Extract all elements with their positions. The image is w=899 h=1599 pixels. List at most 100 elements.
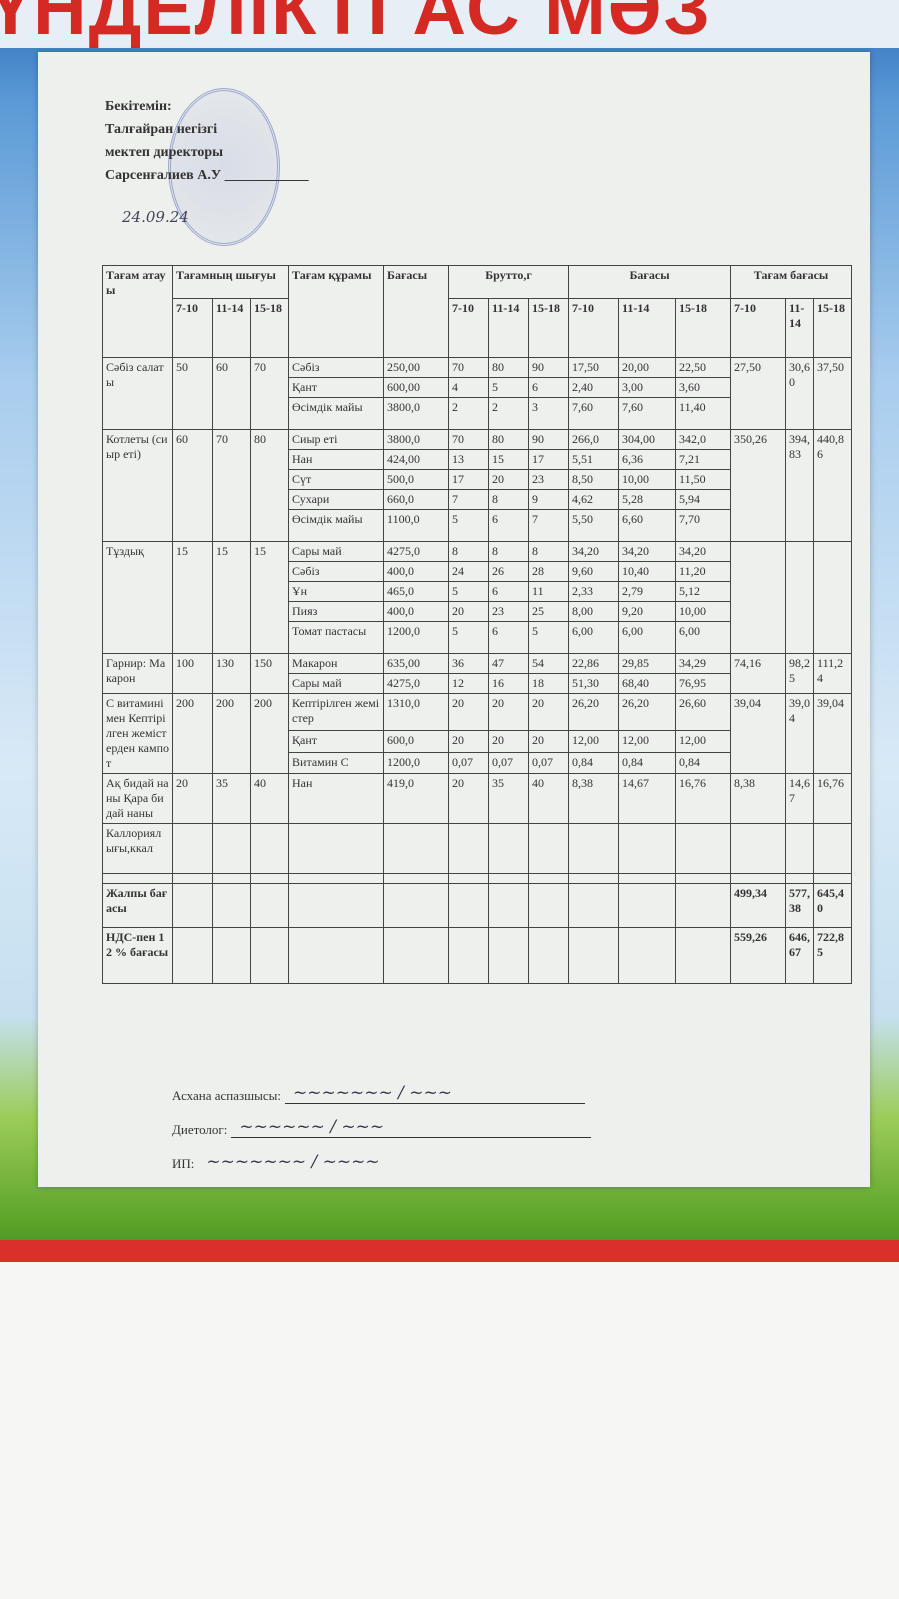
ingredient-cost: 14,67 xyxy=(618,773,677,824)
ingredient-brutto: 20 xyxy=(488,469,530,490)
ingredient-brutto: 80 xyxy=(488,357,530,378)
empty-cell xyxy=(618,927,677,984)
ingredient-price: 4275,0 xyxy=(383,673,450,694)
dish-output: 20 xyxy=(172,773,213,824)
ingredient-price: 600,00 xyxy=(383,377,450,398)
ingredient-brutto: 3 xyxy=(528,397,570,430)
ingredient-brutto: 54 xyxy=(528,653,570,674)
ingredient-brutto: 20 xyxy=(448,773,490,824)
ingredient-cost: 12,00 xyxy=(618,730,677,753)
dish-output: 35 xyxy=(212,773,251,824)
ingredient-price: 660,0 xyxy=(383,489,450,510)
ingredient-cost: 26,60 xyxy=(675,692,732,732)
ingredient-cost: 2,79 xyxy=(618,581,677,602)
ingredient-name: Кептірілген жемістер xyxy=(288,692,385,732)
ingredient-brutto: 90 xyxy=(528,357,570,378)
ingredient-brutto: 17 xyxy=(528,449,570,470)
dish-total xyxy=(730,541,787,654)
table-row: Сәбіз 400,0 24 26 28 9,60 10,40 11,20 xyxy=(103,561,852,582)
ingredient-brutto: 20 xyxy=(448,601,490,622)
age-header-brutto: 15-18 xyxy=(528,298,570,358)
ingredient-cost: 16,76 xyxy=(675,773,732,824)
ingredient-cost: 7,60 xyxy=(568,397,620,430)
ingredient-brutto: 24 xyxy=(448,561,490,582)
banner-title: ҮНДЕЛІКТІ АС МӘЗ xyxy=(0,0,712,48)
dish-total xyxy=(813,541,853,654)
ingredient-cost: 4,62 xyxy=(568,489,620,510)
dish-output: 60 xyxy=(172,429,213,542)
dish-output: 15 xyxy=(212,541,251,654)
dish-output: 15 xyxy=(172,541,213,654)
dish-total: 440,86 xyxy=(813,429,853,542)
ingredient-cost: 10,00 xyxy=(618,469,677,490)
ingredient-price: 600,0 xyxy=(383,730,450,753)
ingredient-brutto: 20 xyxy=(488,730,530,753)
dish-name: С витаминімен Кептірілген жемістерден ка… xyxy=(102,693,173,774)
empty-cell xyxy=(383,873,450,884)
ingredient-cost: 7,60 xyxy=(618,397,677,430)
blank-row-label xyxy=(102,873,173,884)
ingredient-price: 250,00 xyxy=(383,357,450,378)
dish-total: 39,04 xyxy=(730,693,787,774)
ingredient-cost: 26,20 xyxy=(618,692,677,732)
age-header-output: 11-14 xyxy=(212,298,251,358)
grand-total-row-value: 645,40 xyxy=(813,883,853,928)
ingredient-brutto: 0,07 xyxy=(448,751,490,775)
age-header-output: 15-18 xyxy=(249,298,290,358)
dish-total: 8,38 xyxy=(730,773,787,824)
ingredient-cost: 0,84 xyxy=(568,751,620,775)
ingredient-brutto: 6 xyxy=(528,377,570,398)
ingredient-brutto: 17 xyxy=(448,469,490,490)
ingredient-brutto: 26 xyxy=(488,561,530,582)
table-row: Сары май 4275,0 12 16 18 51,30 68,40 76,95 xyxy=(103,673,852,694)
ingredient-cost: 5,12 xyxy=(675,581,732,602)
ingredient-cost: 3,00 xyxy=(618,377,677,398)
blank-row xyxy=(102,873,853,884)
empty-cell xyxy=(675,883,732,928)
ingredient-name: Сүт xyxy=(288,469,385,490)
ingredient-name: Сары май xyxy=(288,673,385,694)
dish-total xyxy=(785,541,815,654)
table-row: С витаминімен Кептірілген жемістерден ка… xyxy=(102,692,853,774)
age-header-output: 7-10 xyxy=(172,298,213,358)
empty-cell xyxy=(618,873,677,884)
dish-output: 40 xyxy=(249,773,290,824)
ingredient-cost: 5,94 xyxy=(675,489,732,510)
calories-row-value xyxy=(730,823,787,874)
empty-cell xyxy=(448,883,490,928)
ingredient-brutto: 8 xyxy=(488,541,530,562)
ingredient-cost: 12,00 xyxy=(568,730,620,753)
empty-cell xyxy=(383,883,450,928)
ingredient-brutto: 5 xyxy=(448,621,490,654)
blank-row-value xyxy=(785,873,815,884)
empty-cell xyxy=(288,927,385,984)
ingredient-cost: 2,33 xyxy=(568,581,620,602)
ingredient-cost: 7,70 xyxy=(675,509,732,542)
empty-cell xyxy=(249,927,290,984)
dish-name: Сәбіз салаты xyxy=(102,357,173,430)
dish-total: 27,50 xyxy=(730,357,787,430)
ingredient-name: Томат пастасы xyxy=(288,621,385,654)
vat-total-row: НДС-пен 12 % бағасы 559,26 646,67 722,85 xyxy=(102,927,853,984)
ingredient-brutto: 47 xyxy=(488,653,530,674)
empty-cell xyxy=(448,823,490,874)
ingredient-brutto: 8 xyxy=(528,541,570,562)
ingredient-brutto: 20 xyxy=(488,692,530,732)
ingredient-cost: 9,60 xyxy=(568,561,620,582)
ingredient-brutto: 8 xyxy=(488,489,530,510)
dish-name: Гарнир: Макарон xyxy=(102,653,173,694)
ingredient-cost: 51,30 xyxy=(568,673,620,694)
empty-cell xyxy=(212,873,251,884)
dish-output: 50 xyxy=(172,357,213,430)
ingredient-name: Макарон xyxy=(288,653,385,674)
empty-cell xyxy=(568,873,620,884)
header-brutto: Брутто,г xyxy=(448,264,570,300)
ingredient-brutto: 2 xyxy=(448,397,490,430)
ingredient-cost: 34,20 xyxy=(568,541,620,562)
ingredient-cost: 0,84 xyxy=(675,751,732,775)
empty-cell xyxy=(172,927,213,984)
ingredient-cost: 26,20 xyxy=(568,692,620,732)
vat-total-row-value: 559,26 xyxy=(730,927,787,984)
ingredient-name: Сәбіз xyxy=(288,357,385,378)
empty-cell xyxy=(249,883,290,928)
